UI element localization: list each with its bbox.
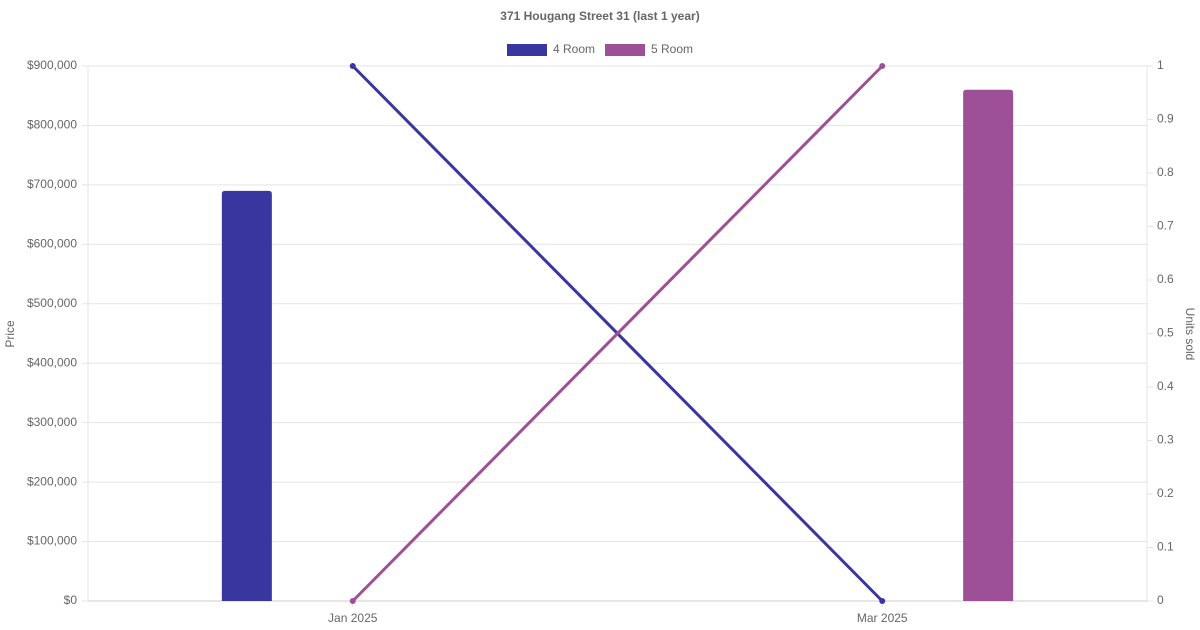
bar (963, 89, 1014, 602)
point (349, 63, 356, 69)
y-tick-label: $200,000 (27, 474, 77, 488)
y2-axis-title: Units sold (1183, 308, 1197, 361)
y-axis-title: Price (3, 320, 17, 348)
y2-tick-label: 0.3 (1157, 433, 1174, 447)
y2-tick-label: 0.1 (1157, 540, 1174, 554)
legend-label[interactable]: 4 Room (553, 42, 595, 56)
y-tick-label: $100,000 (27, 534, 77, 548)
y2-tick-label: 0.7 (1157, 219, 1174, 233)
y-tick-label: $600,000 (27, 237, 77, 251)
legend-swatch (605, 44, 645, 56)
y-tick-label: $500,000 (27, 296, 77, 310)
y2-tick-label: 0.4 (1157, 379, 1174, 393)
y-tick-label: $300,000 (27, 415, 77, 429)
x-tick-label: Mar 2025 (857, 611, 908, 625)
y2-tick-label: 0.2 (1157, 486, 1174, 500)
y2-tick-label: 0 (1157, 593, 1164, 607)
point (349, 598, 356, 604)
point (879, 63, 886, 69)
y2-tick-label: 1 (1157, 58, 1164, 72)
y-tick-label: $800,000 (27, 118, 77, 132)
y-tick-label: $700,000 (27, 177, 77, 191)
legend-swatch (507, 44, 547, 56)
y-tick-label: $0 (64, 593, 78, 607)
chart-title: 371 Hougang Street 31 (last 1 year) (500, 9, 699, 23)
bar (221, 190, 272, 602)
point (879, 598, 886, 604)
y2-tick-label: 0.9 (1157, 112, 1174, 126)
y-tick-label: $400,000 (27, 355, 77, 369)
y2-tick-label: 0.6 (1157, 272, 1174, 286)
legend-label[interactable]: 5 Room (651, 42, 693, 56)
line (351, 64, 884, 603)
y-tick-label: $900,000 (27, 58, 77, 72)
y2-tick-label: 0.8 (1157, 165, 1174, 179)
x-tick-label: Jan 2025 (328, 611, 378, 625)
y2-tick-label: 0.5 (1157, 326, 1174, 340)
